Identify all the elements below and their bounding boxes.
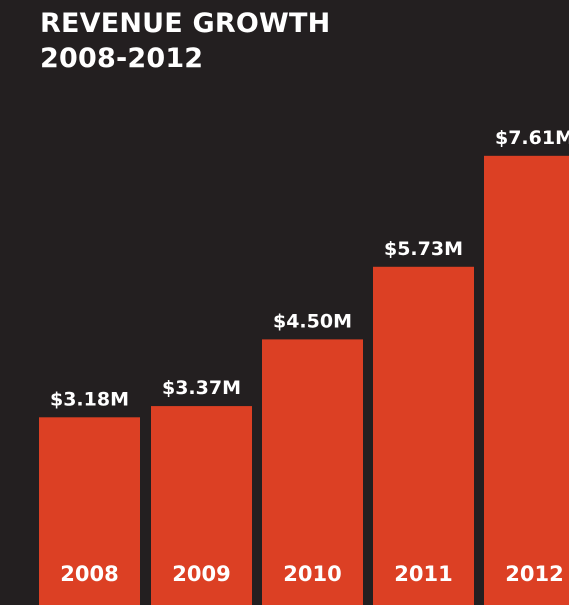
- bar-2009: [151, 406, 252, 605]
- chart-title-line-1: REVENUE GROWTH: [40, 8, 331, 39]
- bar-2010: [262, 339, 363, 605]
- value-label-2010: $4.50M: [273, 310, 352, 332]
- value-label-2011: $5.73M: [384, 238, 463, 260]
- bar-2011: [373, 266, 474, 605]
- bar-2012: [484, 155, 569, 605]
- value-label-2009: $3.37M: [162, 377, 241, 399]
- category-label-2008: 2008: [60, 562, 118, 586]
- category-label-2009: 2009: [172, 562, 230, 586]
- category-label-2011: 2011: [394, 562, 452, 586]
- category-label-2012: 2012: [505, 562, 563, 586]
- category-label-2010: 2010: [283, 562, 341, 586]
- chart-title-line-2: 2008-2012: [40, 43, 204, 74]
- value-label-2008: $3.18M: [50, 388, 129, 410]
- labels-group: $3.18M 2008 $3.37M 2009 $4.50M 2010 $5.73M 2011…: [50, 127, 569, 586]
- bar-2008: [39, 417, 140, 605]
- bars-group: [39, 155, 569, 605]
- chart-title: REVENUE GROWTH 2008-2012: [40, 6, 440, 76]
- value-label-2012: $7.61M: [495, 127, 569, 149]
